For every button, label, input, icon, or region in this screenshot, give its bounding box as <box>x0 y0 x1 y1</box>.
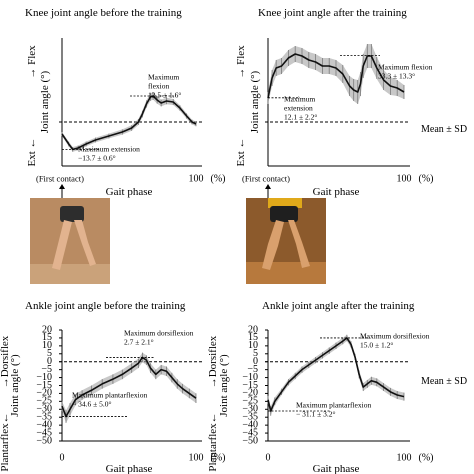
photo-shorts <box>270 206 298 222</box>
sd-band <box>62 353 196 423</box>
first-contact-arrowhead <box>265 184 271 189</box>
legend-mean-sd-top: Mean ± SD <box>421 124 467 135</box>
annotation-text: − 31.1 ± 3.2° <box>296 410 335 419</box>
x-tick-label: 0 <box>60 452 65 463</box>
annotation-text: Maximum dorsiflexion <box>124 329 194 338</box>
annotation-text: 12.1 ± 2.2° <box>284 113 317 122</box>
y-direction-top: →Dorsiflex <box>207 335 219 388</box>
annotation-text: Maximum <box>148 73 179 82</box>
chart-ankle-after: Ankle joint angle after the training2015… <box>207 300 434 474</box>
x-tick-label: 100 <box>397 173 412 184</box>
y-direction-bottom: Plantarflex← <box>0 412 11 471</box>
annotation-text: Maximum <box>284 95 315 104</box>
x-unit-label: (%) <box>419 452 434 463</box>
x-axis-label: Gait phase <box>313 463 360 474</box>
y-direction-bottom: Plantarflex← <box>207 412 219 471</box>
photo-shorts <box>60 206 84 222</box>
y-direction-bottom: Ext ← <box>26 137 38 166</box>
x-axis-label: Gait phase <box>106 463 153 474</box>
gait-photo-after <box>246 198 326 284</box>
chart-ankle-before: Ankle joint angle before the training201… <box>0 300 226 474</box>
chart-title: Knee joint angle after the training <box>258 7 407 19</box>
x-unit-label: (%) <box>211 173 226 184</box>
mean-line <box>62 96 196 149</box>
annotation-text: Maximum extension <box>78 145 140 154</box>
annotation-text: − 34.6 ± 5.0° <box>72 400 111 409</box>
y-axis-label: Joint angle (°) <box>39 70 51 133</box>
annotation-text: Maximum flexion <box>378 63 433 72</box>
x-unit-label: (%) <box>419 173 434 184</box>
y-tick-label: −50 <box>242 435 258 446</box>
chart-knee-after: Knee joint angle after the training 100 (%… <box>235 7 434 198</box>
annotation-text: 12.5 ± 1.6° <box>148 91 181 100</box>
chart-title: Ankle joint angle after the training <box>262 300 415 312</box>
annotation-text: Maximum plantarflexion <box>296 401 371 410</box>
annotation-text: flexion <box>148 82 169 91</box>
x-tick-label: 100 <box>189 452 204 463</box>
annotation-text: −13.7 ± 0.6° <box>78 154 116 163</box>
annotation-text: extension <box>284 104 313 113</box>
y-axis-label: Joint angle (°) <box>249 70 261 133</box>
chart-knee-before: Knee joint angle before the training 100 (… <box>25 7 226 198</box>
x-tick-label: 100 <box>189 173 204 184</box>
annotation-text: Maximum dorsiflexion <box>360 332 430 341</box>
gait-photo-before <box>30 198 110 284</box>
photo-floor <box>30 264 110 284</box>
first-contact-arrowhead <box>59 184 65 189</box>
first-contact-label: (First contact) <box>36 173 84 183</box>
y-direction-bottom: Ext ← <box>235 137 247 166</box>
y-direction-top: → Flex <box>26 45 38 79</box>
photo-floor <box>246 262 326 284</box>
chart-title: Ankle joint angle before the training <box>25 300 186 312</box>
legend-mean-sd-bottom: Mean ± SD <box>421 376 467 387</box>
x-axis-label: Gait phase <box>313 186 360 198</box>
first-contact-label: (First contact) <box>242 173 290 183</box>
x-tick-label: 0 <box>266 452 271 463</box>
y-direction-top: →Dorsiflex <box>0 335 11 388</box>
x-tick-label: 100 <box>397 452 412 463</box>
y-axis-label: Joint angle (°) <box>218 354 230 417</box>
annotation-text: 15.0 ± 1.2° <box>360 341 393 350</box>
annotation-text: 2.7 ± 2.1° <box>124 338 154 347</box>
chart-title: Knee joint angle before the training <box>25 7 182 19</box>
x-axis-label: Gait phase <box>106 186 153 198</box>
annotation-text: Maximum plantarflexion <box>72 391 147 400</box>
annotation-text: 33.3 ± 13.3° <box>378 72 415 81</box>
y-tick-label: −50 <box>36 435 52 446</box>
y-direction-top: → Flex <box>235 45 247 79</box>
